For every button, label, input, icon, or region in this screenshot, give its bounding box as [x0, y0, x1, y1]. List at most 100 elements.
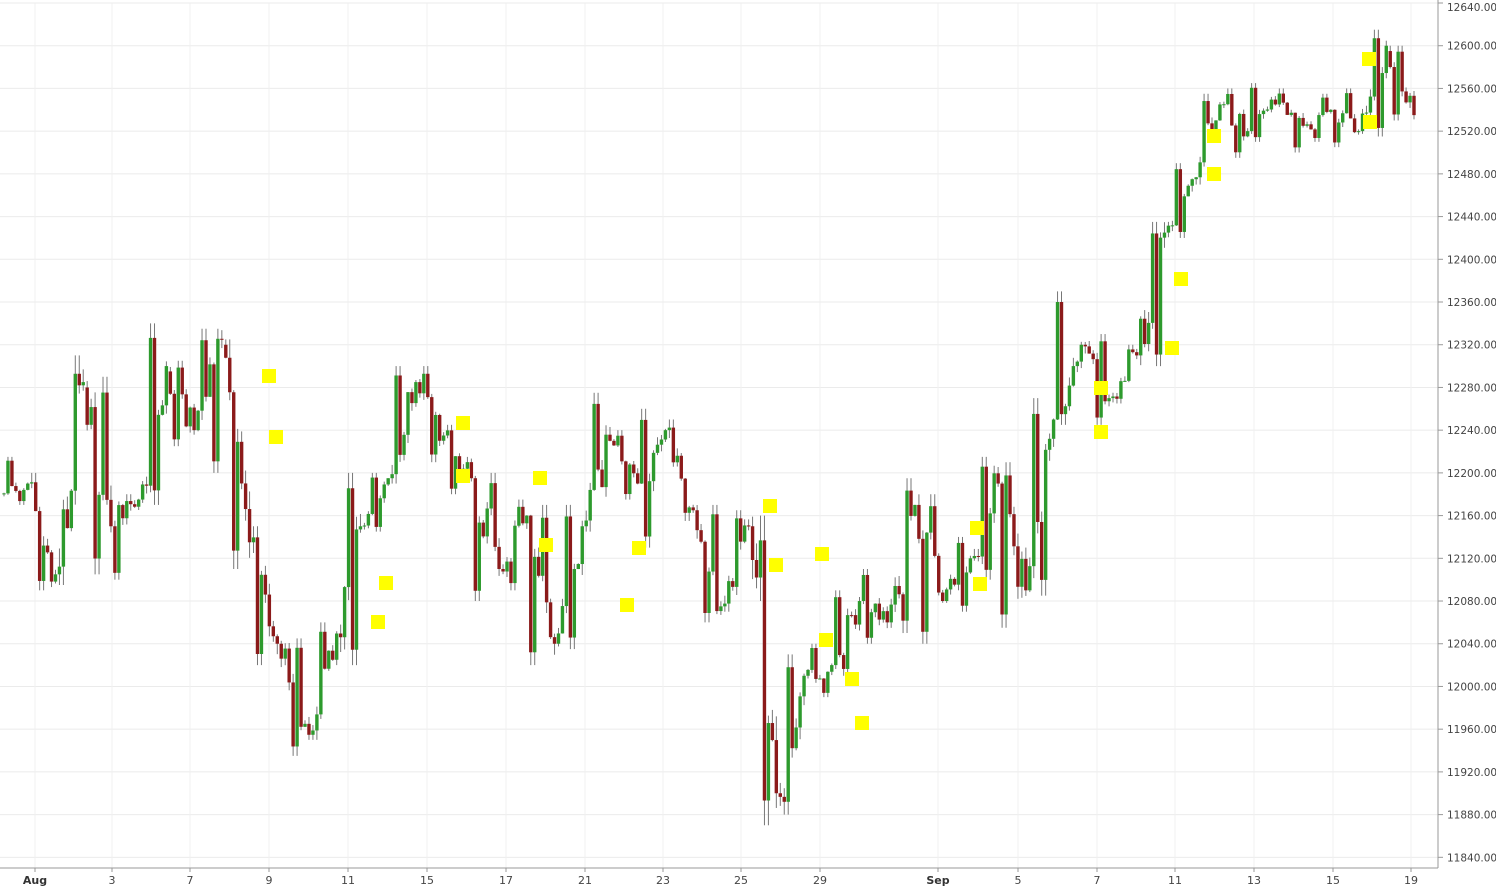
candle-body [334, 633, 339, 660]
candle-body [156, 414, 161, 491]
candle-body [394, 375, 398, 475]
candle-body [766, 723, 771, 801]
candle-body [1384, 45, 1388, 74]
candle-body [136, 499, 141, 507]
signal-marker [1207, 167, 1221, 181]
candle-body [699, 530, 703, 542]
candle-body [703, 541, 707, 613]
candle-body [109, 499, 113, 527]
candle-body [196, 410, 200, 431]
candle-body [255, 537, 260, 654]
candle-body [925, 532, 929, 632]
signal-marker [262, 369, 276, 383]
x-tick-label: 25 [734, 874, 748, 886]
candle-body [224, 344, 228, 358]
candle-body [556, 633, 561, 644]
signal-marker [456, 416, 470, 430]
candle-body [402, 434, 406, 455]
candle-body [97, 494, 101, 559]
candle-body [1004, 475, 1008, 615]
candle-body [311, 730, 315, 735]
candle-body [374, 477, 379, 527]
candle-body [933, 506, 937, 556]
candle-body [1028, 566, 1032, 591]
candle-body [929, 506, 933, 533]
candle-body [6, 460, 10, 494]
y-tick-label: 12200.00 [1447, 468, 1496, 480]
candle-body [632, 464, 636, 474]
candle-body [719, 606, 723, 612]
candle-body [1392, 67, 1396, 115]
candle-body [121, 505, 125, 519]
candle-body [1396, 51, 1400, 115]
candle-body [1127, 349, 1131, 381]
candle-body [133, 504, 137, 507]
candle-body [1325, 97, 1329, 112]
y-tick-label: 12400.00 [1447, 254, 1496, 266]
candle-body [1380, 73, 1385, 128]
candle-body [382, 484, 386, 499]
candle-body [1309, 124, 1313, 130]
candle-body [358, 526, 363, 530]
candle-body [560, 606, 565, 634]
candle-body [457, 456, 462, 471]
candle-body [287, 648, 291, 683]
signal-marker [1362, 52, 1376, 66]
candle-body [853, 615, 858, 625]
x-tick-label: 11 [1168, 874, 1182, 886]
y-tick-label: 12560.00 [1447, 83, 1496, 95]
candle-body [940, 592, 945, 602]
candle-body [937, 555, 941, 593]
candle-body [774, 740, 779, 794]
candle-body [346, 488, 351, 588]
candle-body [750, 526, 755, 560]
candle-body [398, 375, 402, 455]
candle-body [366, 513, 371, 526]
candle-body [327, 650, 331, 669]
candle-body [1119, 381, 1123, 399]
x-tick-label: Aug [23, 874, 47, 886]
candle-body [152, 337, 157, 491]
candle-body [1071, 366, 1076, 386]
x-tick-label: 21 [578, 874, 592, 886]
candle-body [1079, 344, 1084, 362]
candle-body [1039, 521, 1044, 580]
candle-body [469, 462, 474, 479]
candle-body [727, 581, 731, 604]
y-tick-label: 11920.00 [1447, 767, 1496, 779]
candle-body [944, 589, 949, 602]
candle-body [1012, 514, 1016, 547]
candle-body [2, 493, 6, 495]
candle-body [1055, 302, 1060, 420]
candle-body [1277, 93, 1282, 105]
candle-body [1341, 113, 1345, 123]
candle-body [897, 585, 901, 595]
y-tick-label: 12320.00 [1447, 340, 1496, 352]
candle-body [798, 696, 802, 728]
candle-body [239, 441, 244, 484]
signal-marker [763, 499, 777, 513]
candle-body [125, 501, 129, 519]
y-tick-label: 12160.00 [1447, 511, 1496, 523]
candle-body [235, 441, 240, 551]
candle-body [984, 466, 988, 570]
candle-body [572, 569, 577, 638]
candle-body [323, 631, 327, 669]
candle-body [354, 529, 359, 650]
candle-body [1305, 124, 1309, 126]
signal-marker [379, 576, 393, 590]
candle-body [1400, 51, 1404, 92]
candle-body [596, 403, 600, 470]
candle-body [600, 469, 604, 488]
candle-body [861, 574, 866, 602]
candle-body [893, 585, 897, 605]
candle-body [790, 667, 794, 749]
candle-body [881, 611, 885, 620]
candle-body [77, 373, 81, 386]
candle-body [758, 540, 763, 578]
candle-body [624, 461, 628, 495]
candle-body [1360, 113, 1365, 132]
candle-body [513, 525, 517, 584]
candle-body [1075, 361, 1080, 367]
